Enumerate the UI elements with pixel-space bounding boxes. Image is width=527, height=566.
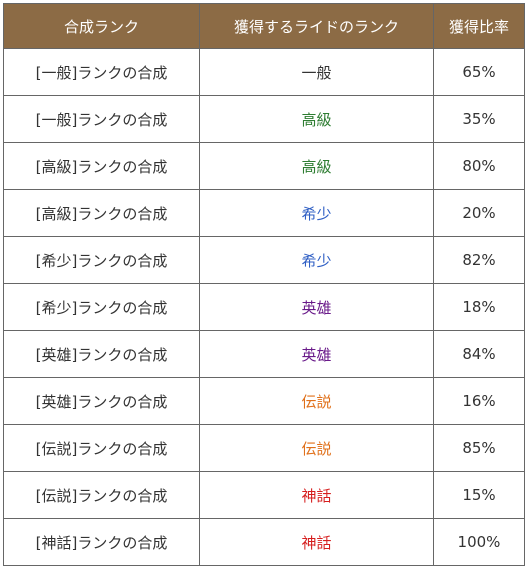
rate-cell: 16% — [433, 377, 525, 425]
source-rank-cell: [希少]ランクの合成 — [3, 283, 200, 331]
rate-cell: 18% — [433, 283, 525, 331]
table-row: [伝説]ランクの合成 伝説 85% — [3, 424, 525, 472]
table-row: [高級]ランクの合成 高級 80% — [3, 142, 525, 190]
rate-cell: 82% — [433, 236, 525, 284]
rate-cell: 100% — [433, 518, 525, 566]
source-rank-cell: [神話]ランクの合成 — [3, 518, 200, 566]
table-row: [伝説]ランクの合成 神話 15% — [3, 471, 525, 519]
synthesis-rate-table: 合成ランク 獲得するライドのランク 獲得比率 [一般]ランクの合成 一般 65%… — [3, 3, 525, 566]
result-rank-cell: 伝説 — [199, 424, 434, 472]
result-rank-cell: 希少 — [199, 236, 434, 284]
table-row: [希少]ランクの合成 希少 82% — [3, 236, 525, 284]
rate-cell: 35% — [433, 95, 525, 143]
result-rank-cell: 伝説 — [199, 377, 434, 425]
rate-cell: 65% — [433, 48, 525, 96]
table-row: [高級]ランクの合成 希少 20% — [3, 189, 525, 237]
result-rank-cell: 英雄 — [199, 283, 434, 331]
header-result-rank: 獲得するライドのランク — [199, 3, 434, 49]
result-rank-cell: 高級 — [199, 95, 434, 143]
rate-cell: 85% — [433, 424, 525, 472]
source-rank-cell: [一般]ランクの合成 — [3, 48, 200, 96]
table-row: [英雄]ランクの合成 英雄 84% — [3, 330, 525, 378]
source-rank-cell: [英雄]ランクの合成 — [3, 377, 200, 425]
rate-cell: 80% — [433, 142, 525, 190]
result-rank-cell: 神話 — [199, 518, 434, 566]
source-rank-cell: [英雄]ランクの合成 — [3, 330, 200, 378]
result-rank-cell: 英雄 — [199, 330, 434, 378]
table-body: [一般]ランクの合成 一般 65% [一般]ランクの合成 高級 35% [高級]… — [3, 48, 525, 566]
source-rank-cell: [高級]ランクの合成 — [3, 189, 200, 237]
table-row: [希少]ランクの合成 英雄 18% — [3, 283, 525, 331]
table-row: [神話]ランクの合成 神話 100% — [3, 518, 525, 566]
header-rate: 獲得比率 — [433, 3, 525, 49]
source-rank-cell: [希少]ランクの合成 — [3, 236, 200, 284]
result-rank-cell: 神話 — [199, 471, 434, 519]
table-row: [英雄]ランクの合成 伝説 16% — [3, 377, 525, 425]
rate-cell: 20% — [433, 189, 525, 237]
result-rank-cell: 希少 — [199, 189, 434, 237]
rate-cell: 84% — [433, 330, 525, 378]
result-rank-cell: 高級 — [199, 142, 434, 190]
result-rank-cell: 一般 — [199, 48, 434, 96]
header-source-rank: 合成ランク — [3, 3, 200, 49]
source-rank-cell: [伝説]ランクの合成 — [3, 424, 200, 472]
source-rank-cell: [一般]ランクの合成 — [3, 95, 200, 143]
source-rank-cell: [高級]ランクの合成 — [3, 142, 200, 190]
source-rank-cell: [伝説]ランクの合成 — [3, 471, 200, 519]
rate-cell: 15% — [433, 471, 525, 519]
table-row: [一般]ランクの合成 高級 35% — [3, 95, 525, 143]
header-row: 合成ランク 獲得するライドのランク 獲得比率 — [3, 3, 525, 49]
table-row: [一般]ランクの合成 一般 65% — [3, 48, 525, 96]
